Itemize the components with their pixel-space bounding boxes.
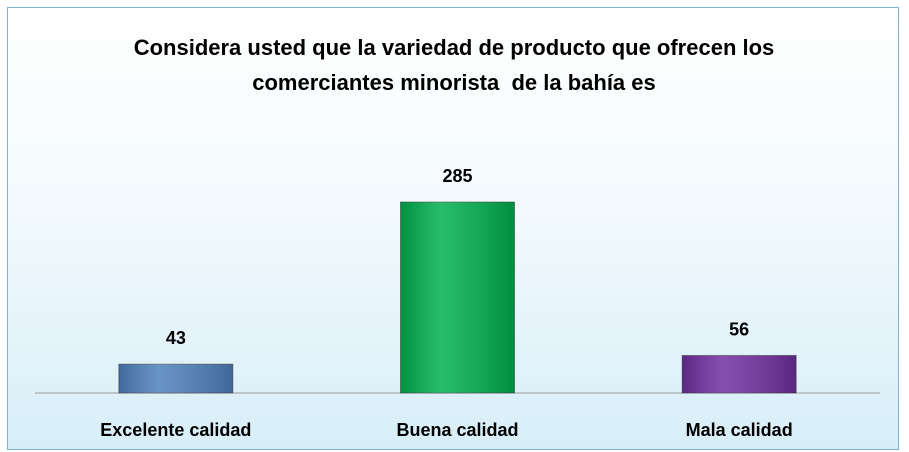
- x-tick-label: Excelente calidad: [100, 420, 251, 440]
- x-tick-label: Mala calidad: [686, 420, 793, 440]
- value-label: 285: [442, 166, 472, 186]
- value-label: 43: [166, 328, 186, 348]
- bar-shade: [118, 364, 233, 393]
- bar-shade: [682, 355, 797, 393]
- bar-shade: [400, 202, 515, 393]
- chart-title: Considera usted que la variedad de produ…: [133, 35, 781, 95]
- value-label: 56: [729, 319, 749, 339]
- x-tick-label: Buena calidad: [396, 420, 518, 440]
